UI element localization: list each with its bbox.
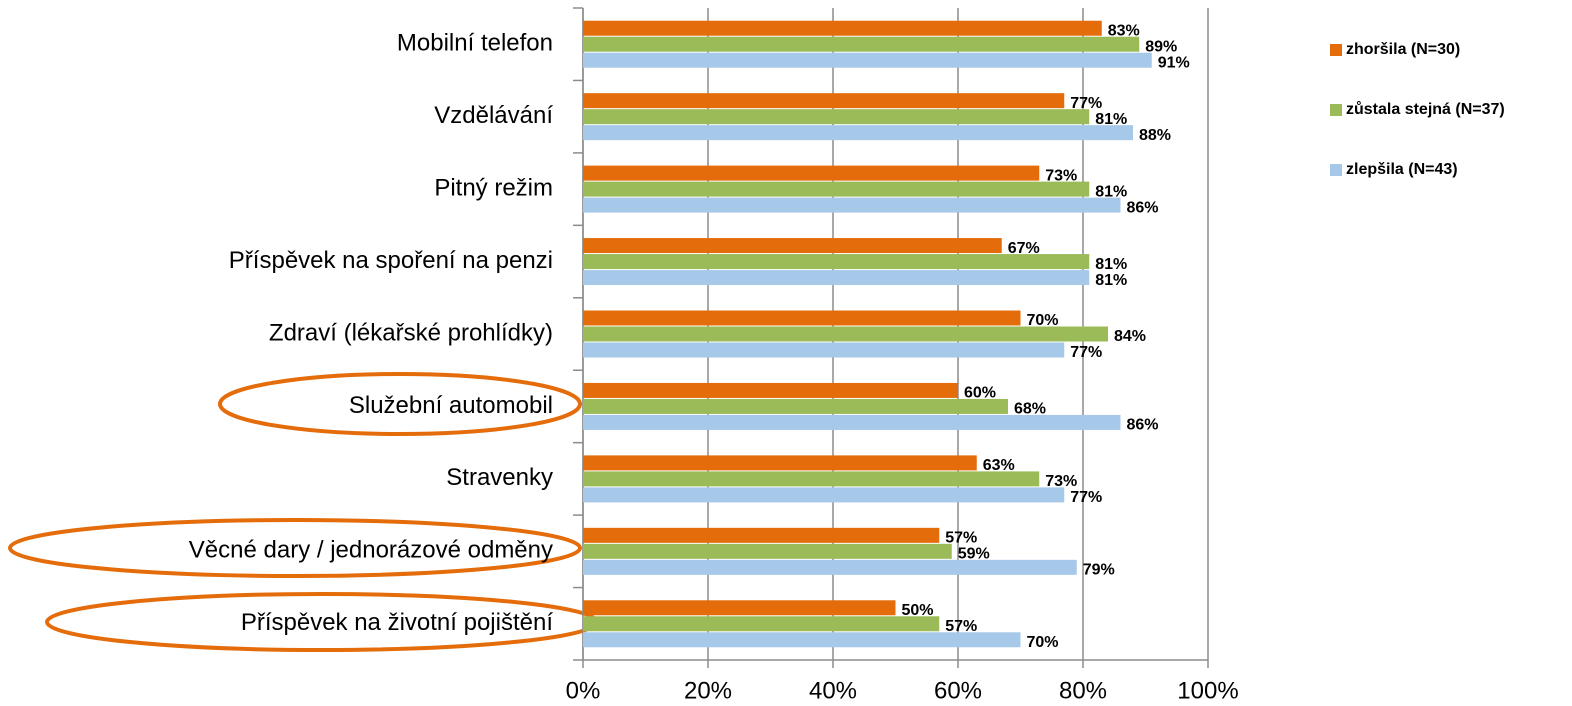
bar xyxy=(583,52,1152,68)
x-tick-label: 40% xyxy=(809,677,857,704)
bar xyxy=(583,543,952,559)
bar xyxy=(583,20,1102,36)
category-label: Příspěvek na životní pojištění xyxy=(241,609,553,636)
data-label: 86% xyxy=(1127,417,1159,434)
data-label: 57% xyxy=(945,530,977,547)
bar xyxy=(583,326,1108,342)
data-label: 88% xyxy=(1139,127,1171,144)
data-label: 89% xyxy=(1145,38,1177,55)
bar xyxy=(583,559,1077,575)
legend-swatch xyxy=(1330,44,1342,56)
x-tick-label: 100% xyxy=(1177,677,1238,704)
bar xyxy=(583,109,1090,125)
data-label: 77% xyxy=(1070,489,1102,506)
legend-swatch xyxy=(1330,104,1342,116)
bar xyxy=(583,310,1021,326)
bar xyxy=(583,254,1090,270)
data-label: 70% xyxy=(1027,634,1059,651)
bar xyxy=(583,632,1021,648)
bar xyxy=(583,600,896,616)
category-label: Služební automobil xyxy=(349,392,553,419)
category-label: Příspěvek na spoření na penzi xyxy=(229,247,553,274)
x-tick-label: 80% xyxy=(1059,677,1107,704)
category-label: Mobilní telefon xyxy=(397,30,553,57)
category-label: Stravenky xyxy=(446,464,553,491)
data-label: 73% xyxy=(1045,473,1077,490)
legend-label: zhoršila (N=30) xyxy=(1346,41,1460,58)
bar xyxy=(583,471,1040,487)
data-label: 50% xyxy=(902,602,934,619)
data-label: 83% xyxy=(1108,22,1140,39)
bar xyxy=(583,487,1065,503)
bar xyxy=(583,197,1121,213)
data-label: 67% xyxy=(1008,240,1040,257)
data-label: 91% xyxy=(1158,54,1190,71)
data-label: 79% xyxy=(1083,562,1115,579)
data-label: 81% xyxy=(1095,183,1127,200)
bar xyxy=(583,181,1090,197)
bar xyxy=(583,342,1065,358)
bar xyxy=(583,616,940,632)
bar xyxy=(583,270,1090,286)
data-label: 70% xyxy=(1027,312,1059,329)
legend-swatch xyxy=(1330,164,1342,176)
category-label: Věcné dary / jednorázové odměny xyxy=(189,537,553,564)
data-label: 86% xyxy=(1127,199,1159,216)
category-label: Zdraví (lékařské prohlídky) xyxy=(269,319,553,346)
data-label: 77% xyxy=(1070,95,1102,112)
bar xyxy=(583,382,958,398)
bar xyxy=(583,398,1008,414)
highlight-ellipse xyxy=(8,518,582,578)
data-label: 59% xyxy=(958,546,990,563)
data-label: 84% xyxy=(1114,328,1146,345)
data-label: 81% xyxy=(1095,111,1127,128)
highlight-ellipse xyxy=(218,372,582,436)
legend-label: zlepšila (N=43) xyxy=(1346,161,1458,178)
bar xyxy=(583,125,1133,141)
data-label: 81% xyxy=(1095,272,1127,289)
data-label: 77% xyxy=(1070,344,1102,361)
bar xyxy=(583,238,1002,254)
data-label: 81% xyxy=(1095,256,1127,273)
category-label: Vzdělávání xyxy=(434,102,553,129)
x-tick-label: 20% xyxy=(684,677,732,704)
bar xyxy=(583,527,940,543)
data-label: 57% xyxy=(945,618,977,635)
data-label: 68% xyxy=(1014,401,1046,418)
x-tick-label: 0% xyxy=(566,677,601,704)
bar xyxy=(583,93,1065,109)
category-label: Pitný režim xyxy=(434,174,553,201)
bar xyxy=(583,165,1040,181)
bar xyxy=(583,414,1121,430)
legend-label: zůstala stejná (N=37) xyxy=(1346,101,1505,118)
x-tick-label: 60% xyxy=(934,677,982,704)
bar xyxy=(583,455,977,471)
data-label: 73% xyxy=(1045,167,1077,184)
data-label: 63% xyxy=(983,457,1015,474)
bar xyxy=(583,36,1140,52)
data-label: 60% xyxy=(964,385,996,402)
